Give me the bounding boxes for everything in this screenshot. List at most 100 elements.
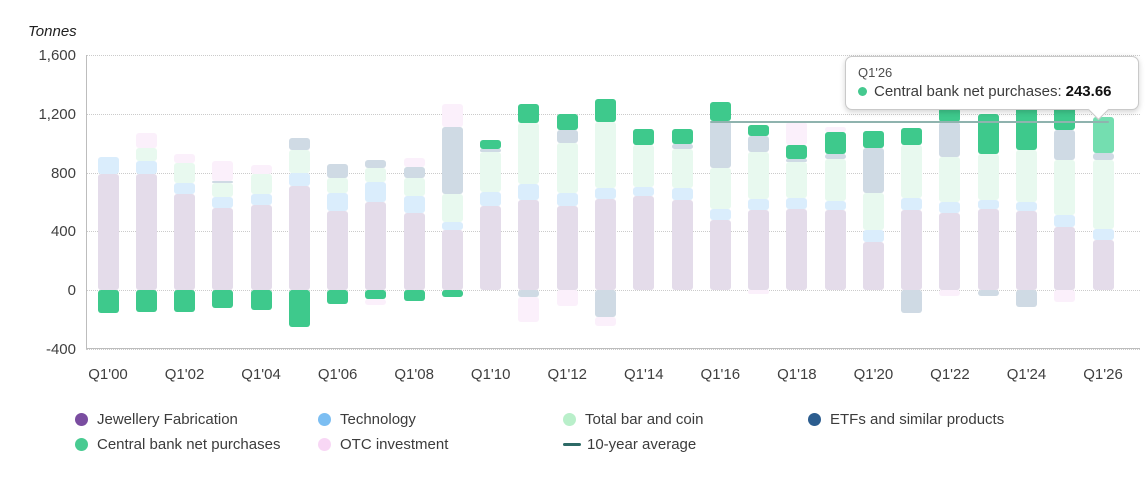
central-bank-bar-segment[interactable] [441, 290, 463, 297]
bar-and-coin-bar-segment[interactable] [212, 182, 234, 197]
etf-bar-segment[interactable] [556, 129, 578, 143]
jewellery-bar-segment[interactable] [518, 199, 540, 290]
jewellery-bar-segment[interactable] [556, 206, 578, 290]
jewellery-bar-segment[interactable] [174, 193, 196, 290]
central-bank-bar-segment[interactable] [174, 290, 196, 313]
jewellery-bar-segment[interactable] [212, 207, 234, 290]
otc-bar-segment[interactable] [212, 160, 234, 181]
etf-bar-segment[interactable] [824, 154, 846, 160]
bar-and-coin-bar-segment[interactable] [633, 145, 655, 188]
etf-bar-segment[interactable] [671, 144, 693, 150]
legend-item-total-bar-and-coin[interactable]: Total bar and coin [563, 410, 703, 428]
bar-and-coin-bar-segment[interactable] [441, 193, 463, 222]
bar-and-coin-bar-segment[interactable] [480, 152, 502, 192]
bar-and-coin-bar-segment[interactable] [556, 142, 578, 194]
otc-bar-segment[interactable] [365, 298, 387, 306]
technology-bar-segment[interactable] [135, 161, 157, 175]
jewellery-bar-segment[interactable] [748, 209, 770, 290]
otc-bar-segment[interactable] [441, 103, 463, 128]
central-bank-bar-segment[interactable] [633, 128, 655, 146]
jewellery-bar-segment[interactable] [135, 174, 157, 290]
otc-bar-segment[interactable] [174, 154, 196, 163]
jewellery-bar-segment[interactable] [327, 210, 349, 290]
bar-and-coin-bar-segment[interactable] [1015, 150, 1037, 202]
technology-bar-segment[interactable] [1054, 214, 1076, 227]
jewellery-bar-segment[interactable] [595, 198, 616, 290]
etf-bar-segment[interactable] [748, 135, 770, 153]
bar-and-coin-bar-segment[interactable] [518, 123, 540, 184]
jewellery-bar-segment[interactable] [939, 212, 961, 290]
jewellery-bar-segment[interactable] [824, 209, 846, 290]
technology-bar-segment[interactable] [977, 200, 999, 210]
bar-and-coin-bar-segment[interactable] [365, 168, 387, 183]
technology-bar-segment[interactable] [633, 187, 655, 197]
legend-item-central-bank-net-purchases[interactable]: Central bank net purchases [75, 435, 280, 453]
central-bank-bar-segment[interactable] [250, 290, 272, 310]
etf-bar-segment[interactable] [1092, 153, 1114, 161]
legend-item-otc-investment[interactable]: OTC investment [318, 435, 448, 453]
etf-bar-segment[interactable] [212, 180, 234, 183]
central-bank-bar-segment[interactable] [518, 104, 540, 124]
otc-bar-segment[interactable] [556, 290, 578, 307]
etf-bar-segment[interactable] [1015, 290, 1037, 307]
bar-and-coin-bar-segment[interactable] [174, 162, 196, 183]
central-bank-bar-segment[interactable] [327, 290, 349, 304]
central-bank-bar-segment[interactable] [709, 101, 731, 122]
otc-bar-segment[interactable] [250, 165, 272, 175]
jewellery-bar-segment[interactable] [403, 212, 425, 290]
jewellery-bar-segment[interactable] [97, 174, 119, 290]
central-bank-bar-segment[interactable] [97, 290, 119, 313]
legend-item-technology[interactable]: Technology [318, 410, 416, 428]
jewellery-bar-segment[interactable] [862, 241, 884, 290]
otc-bar-segment[interactable] [1054, 290, 1076, 302]
technology-bar-segment[interactable] [250, 193, 272, 205]
technology-bar-segment[interactable] [327, 193, 349, 211]
central-bank-bar-segment[interactable] [288, 290, 310, 328]
technology-bar-segment[interactable] [862, 229, 884, 242]
etf-bar-segment[interactable] [939, 121, 961, 158]
central-bank-bar-segment[interactable] [901, 128, 923, 146]
technology-bar-segment[interactable] [518, 183, 540, 200]
central-bank-bar-segment[interactable] [824, 132, 846, 155]
etf-bar-segment[interactable] [1054, 130, 1076, 161]
central-bank-bar-segment[interactable] [977, 113, 999, 154]
etf-bar-segment[interactable] [480, 149, 502, 152]
etf-bar-segment[interactable] [595, 290, 616, 317]
technology-bar-segment[interactable] [1092, 229, 1114, 241]
technology-bar-segment[interactable] [786, 197, 808, 209]
bar-and-coin-bar-segment[interactable] [250, 174, 272, 194]
otc-bar-segment[interactable] [824, 127, 846, 133]
central-bank-bar-segment[interactable] [748, 124, 770, 136]
bar-and-coin-bar-segment[interactable] [1092, 160, 1114, 230]
bar-and-coin-bar-segment[interactable] [327, 178, 349, 194]
etf-bar-segment[interactable] [403, 167, 425, 179]
technology-bar-segment[interactable] [824, 201, 846, 210]
central-bank-bar-segment[interactable] [135, 290, 157, 313]
jewellery-bar-segment[interactable] [671, 199, 693, 290]
technology-bar-segment[interactable] [441, 221, 463, 230]
technology-bar-segment[interactable] [901, 197, 923, 210]
jewellery-bar-segment[interactable] [786, 208, 808, 290]
jewellery-bar-segment[interactable] [633, 196, 655, 290]
jewellery-bar-segment[interactable] [901, 209, 923, 290]
central-bank-bar-segment[interactable] [365, 290, 387, 299]
central-bank-bar-segment[interactable] [1054, 105, 1076, 131]
bar-and-coin-bar-segment[interactable] [1054, 160, 1076, 215]
technology-bar-segment[interactable] [174, 182, 196, 194]
bar-and-coin-bar-segment[interactable] [403, 178, 425, 197]
bar-and-coin-bar-segment[interactable] [135, 148, 157, 162]
otc-bar-segment[interactable] [786, 122, 808, 146]
bar-and-coin-bar-segment[interactable] [939, 157, 961, 203]
jewellery-bar-segment[interactable] [250, 204, 272, 290]
etf-bar-segment[interactable] [709, 121, 731, 168]
technology-bar-segment[interactable] [403, 196, 425, 213]
central-bank-bar-segment[interactable] [480, 140, 502, 150]
otc-bar-segment[interactable] [403, 158, 425, 168]
jewellery-bar-segment[interactable] [1092, 240, 1114, 290]
jewellery-bar-segment[interactable] [441, 229, 463, 290]
central-bank-bar-segment[interactable] [939, 107, 961, 122]
bar-and-coin-bar-segment[interactable] [786, 161, 808, 198]
technology-bar-segment[interactable] [709, 208, 731, 220]
etf-bar-segment[interactable] [862, 148, 884, 194]
otc-bar-segment[interactable] [748, 290, 770, 295]
